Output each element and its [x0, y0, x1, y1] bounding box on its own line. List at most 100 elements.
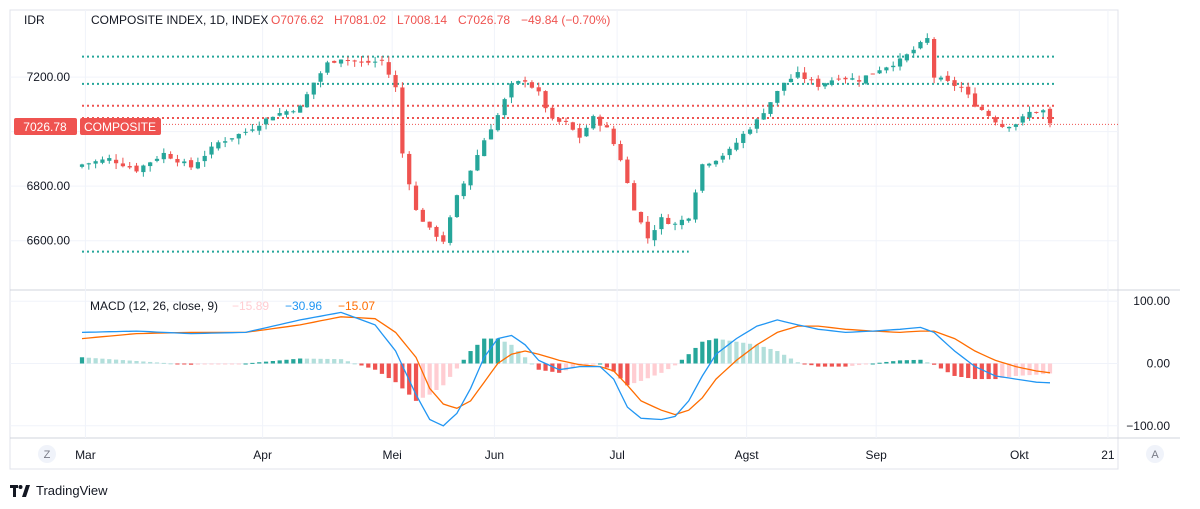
candle-body[interactable] [1013, 124, 1019, 127]
candle-body[interactable] [911, 49, 916, 54]
candle-body[interactable] [782, 82, 787, 91]
candle-body[interactable] [945, 75, 950, 81]
candle-body[interactable] [700, 164, 705, 191]
candle-body[interactable] [209, 146, 214, 155]
candle-body[interactable] [325, 62, 330, 73]
candle-body[interactable] [182, 161, 187, 164]
candle-body[interactable] [107, 158, 112, 161]
candle-body[interactable] [850, 78, 855, 80]
candle-body[interactable] [522, 80, 528, 82]
candle-body[interactable] [666, 217, 671, 224]
macd-title[interactable]: MACD (12, 26, close, 9) [90, 299, 218, 313]
candle-body[interactable] [127, 166, 132, 168]
candle-body[interactable] [100, 159, 105, 163]
candle-body[interactable] [931, 39, 937, 78]
candle-body[interactable] [400, 87, 405, 154]
candle-body[interactable] [1047, 108, 1053, 124]
candle-body[interactable] [195, 162, 201, 169]
candle-body[interactable] [250, 129, 255, 131]
candle-body[interactable] [686, 218, 691, 221]
candle-body[interactable] [809, 79, 814, 81]
candle-body[interactable] [311, 82, 316, 95]
candle-body[interactable] [298, 105, 303, 113]
candle-body[interactable] [897, 58, 903, 67]
candle-body[interactable] [223, 141, 228, 143]
candle-body[interactable] [529, 82, 535, 88]
candle-body[interactable] [979, 106, 984, 110]
candle-body[interactable] [659, 217, 664, 230]
candle-body[interactable] [829, 80, 834, 85]
candle-body[interactable] [120, 163, 126, 167]
candle-body[interactable] [134, 165, 139, 172]
candle-body[interactable] [597, 116, 603, 126]
candle-body[interactable] [236, 133, 241, 139]
candle-body[interactable] [482, 140, 487, 157]
candle-body[interactable] [904, 54, 909, 61]
candle-body[interactable] [966, 86, 971, 95]
candle-body[interactable] [891, 65, 896, 68]
candle-body[interactable] [591, 116, 596, 129]
auto-scale-button[interactable]: A [1146, 445, 1164, 463]
candle-body[interactable] [359, 61, 364, 63]
candle-body[interactable] [509, 83, 514, 98]
candle-body[interactable] [93, 161, 98, 164]
candle-body[interactable] [495, 115, 500, 131]
candle-body[interactable] [761, 113, 766, 120]
candle-body[interactable] [488, 129, 494, 140]
candle-body[interactable] [175, 158, 180, 163]
candle-body[interactable] [216, 142, 221, 149]
candle-body[interactable] [1020, 116, 1025, 123]
candle-body[interactable] [434, 226, 439, 237]
candle-body[interactable] [918, 42, 923, 49]
candle-body[interactable] [373, 61, 378, 63]
candle-body[interactable] [795, 72, 800, 78]
candle-body[interactable] [270, 116, 275, 121]
candle-body[interactable] [468, 170, 473, 186]
candle-body[interactable] [338, 59, 344, 64]
candle-body[interactable] [959, 86, 964, 88]
candle-body[interactable] [550, 107, 555, 119]
candle-body[interactable] [318, 73, 323, 82]
candle-body[interactable] [202, 155, 207, 162]
candle-body[interactable] [713, 160, 719, 165]
candle-body[interactable] [638, 211, 644, 223]
candle-body[interactable] [584, 127, 589, 137]
candle-body[interactable] [427, 221, 432, 228]
candle-body[interactable] [693, 192, 698, 220]
candle-body[interactable] [516, 81, 521, 84]
candle-body[interactable] [836, 78, 841, 80]
candle-body[interactable] [672, 223, 678, 225]
candle-body[interactable] [291, 111, 296, 113]
candle-body[interactable] [570, 122, 575, 130]
candle-body[interactable] [822, 83, 828, 87]
candle-body[interactable] [168, 154, 173, 159]
candle-body[interactable] [720, 155, 725, 160]
candle-body[interactable] [366, 60, 371, 63]
candle-body[interactable] [775, 90, 780, 103]
candle-body[interactable] [352, 60, 357, 62]
candle-body[interactable] [502, 99, 507, 116]
candle-body[interactable] [577, 128, 582, 138]
candle-body[interactable] [952, 80, 957, 87]
candle-body[interactable] [986, 110, 991, 116]
candle-body[interactable] [243, 131, 248, 133]
candle-body[interactable] [727, 148, 732, 156]
candle-body[interactable] [161, 152, 166, 160]
candle-body[interactable] [618, 144, 623, 161]
candle-body[interactable] [454, 195, 460, 218]
candle-body[interactable] [557, 118, 562, 122]
tradingview-brand[interactable]: TradingView [10, 483, 108, 498]
candle-body[interactable] [386, 62, 391, 75]
candle-body[interactable] [870, 73, 875, 75]
candle-body[interactable] [141, 165, 146, 173]
candle-body[interactable] [863, 75, 869, 84]
candle-body[interactable] [154, 158, 160, 161]
candle-body[interactable] [747, 129, 753, 134]
price-axis[interactable]: 7200.00 6800.00 6600.00 [27, 70, 71, 248]
candle-body[interactable] [304, 94, 310, 108]
candle-body[interactable] [993, 117, 998, 123]
candle-body[interactable] [113, 159, 119, 164]
candle-body[interactable] [148, 162, 153, 167]
candle-body[interactable] [652, 230, 657, 241]
